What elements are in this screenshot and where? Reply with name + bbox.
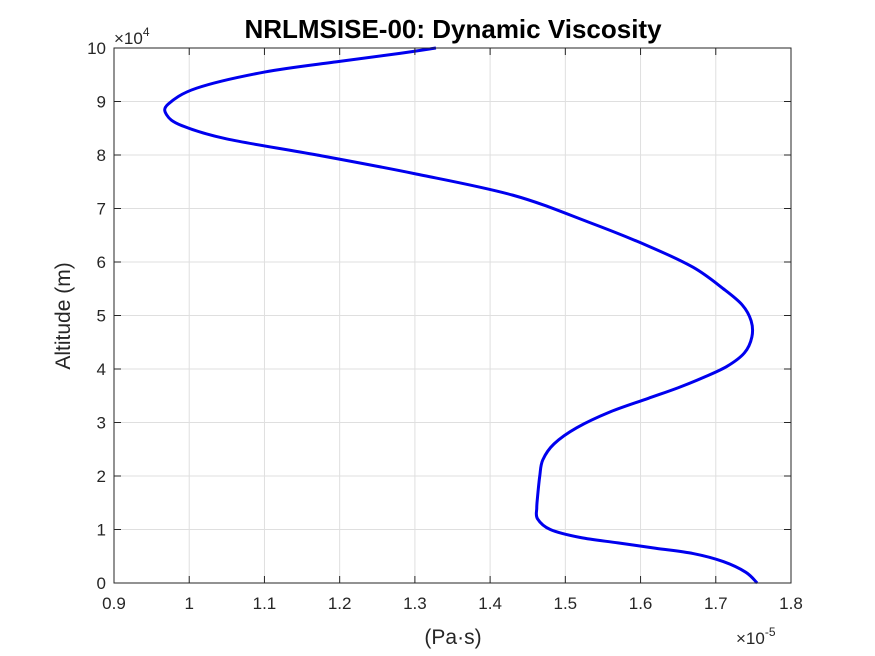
series-layer	[163, 46, 759, 585]
x-tick-label: 1.2	[328, 594, 352, 613]
tick-labels: 0.9 1 1.1 1.2 1.3 1.4 1.5 1.6 1.7 1.8 0 1 2 3 4 5 6 7 8 9 10	[87, 39, 803, 613]
x-tick-label: 1.6	[629, 594, 653, 613]
y-tick-label: 1	[97, 521, 106, 540]
x-exponent-base: ×10	[736, 629, 765, 648]
x-tick-label: 1.5	[554, 594, 578, 613]
x-axis-label: (Pa·s)	[424, 626, 481, 649]
x-tick-label: 1.3	[403, 594, 427, 613]
grid	[113, 47, 792, 584]
y-tick-label: 10	[87, 39, 106, 58]
x-tick-label: 1.8	[779, 594, 803, 613]
y-exponent-power: 4	[143, 25, 150, 39]
x-tick-label: 1.4	[478, 594, 502, 613]
y-exponent-label: ×104	[114, 25, 150, 48]
y-tick-label: 5	[97, 307, 106, 326]
x-exponent-power: -5	[765, 625, 776, 639]
series-line	[163, 46, 759, 585]
y-tick-label: 7	[97, 200, 106, 219]
y-tick-label: 3	[97, 414, 106, 433]
x-exponent-label: ×10-5	[736, 625, 776, 648]
x-tick-label: 1.1	[253, 594, 277, 613]
y-axis-label: Altitude (m)	[52, 262, 75, 369]
chart-title: NRLMSISE-00: Dynamic Viscosity	[244, 14, 662, 44]
y-tick-label: 4	[97, 360, 106, 379]
y-tick-label: 8	[97, 146, 106, 165]
y-tick-label: 2	[97, 467, 106, 486]
x-tick-label: 1	[184, 594, 193, 613]
x-tick-label: 0.9	[102, 594, 126, 613]
ticks	[113, 47, 792, 584]
y-tick-label: 0	[97, 574, 106, 593]
y-exponent-base: ×10	[114, 29, 143, 48]
y-tick-label: 6	[97, 253, 106, 272]
y-tick-label: 9	[97, 93, 106, 112]
x-tick-label: 1.7	[704, 594, 728, 613]
